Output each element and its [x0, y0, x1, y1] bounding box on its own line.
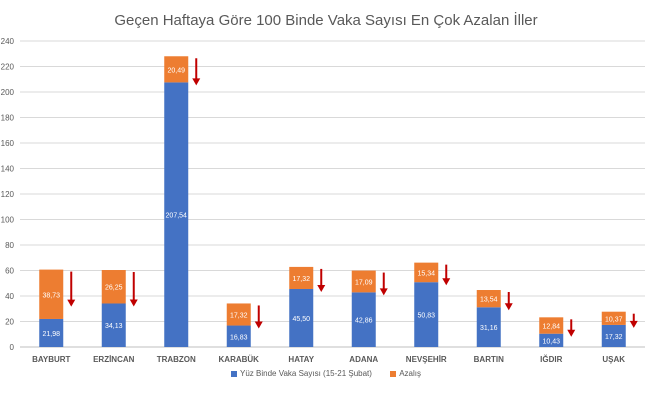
bar-decrease	[101, 270, 126, 304]
bar-cases	[226, 325, 251, 347]
y-tick-label: 180	[1, 114, 15, 123]
y-tick-label: 160	[1, 139, 15, 148]
bar-decrease	[414, 262, 439, 283]
data-label-decrease: 26,25	[105, 285, 123, 292]
bar-cases	[414, 282, 439, 347]
legend-swatch-cases	[231, 370, 238, 377]
x-tick-label: IĞDIR	[540, 355, 562, 364]
bar-cases	[539, 333, 564, 347]
data-label-decrease: 10,37	[605, 316, 623, 323]
data-label-cases: 16,83	[230, 334, 248, 341]
y-tick-label: 100	[1, 216, 15, 225]
legend-label-decrease: Azalış	[399, 369, 421, 378]
data-label-decrease: 20,49	[167, 67, 185, 74]
down-arrow-icon	[254, 321, 263, 329]
x-tick-label: NEVŞEHİR	[406, 355, 447, 364]
y-tick-label: 80	[5, 241, 14, 250]
data-label-cases: 34,13	[105, 323, 123, 330]
bar-cases	[101, 303, 126, 347]
bar-cases	[289, 288, 314, 347]
data-label-decrease: 17,32	[230, 313, 248, 320]
bar-decrease	[351, 270, 376, 293]
y-tick-label: 60	[5, 267, 14, 276]
y-tick-label: 40	[5, 292, 14, 301]
down-arrow-icon	[629, 320, 638, 328]
data-label-cases: 50,83	[417, 313, 435, 320]
x-tick-label: BAYBURT	[32, 355, 70, 364]
data-label-decrease: 17,32	[292, 276, 310, 283]
legend-item-decrease: Azalış	[390, 369, 421, 378]
data-label-cases: 45,50	[292, 316, 310, 323]
down-arrow-icon	[67, 299, 76, 307]
bar-cases	[164, 82, 189, 347]
down-arrow-icon	[192, 78, 201, 86]
data-label-decrease: 38,73	[42, 292, 60, 299]
data-label-cases: 31,16	[480, 325, 498, 332]
down-arrow-icon	[317, 284, 326, 292]
y-tick-label: 220	[1, 63, 15, 72]
data-label-cases: 10,43	[542, 338, 560, 345]
x-tick-label: BARTIN	[474, 355, 504, 364]
down-arrow-icon	[442, 278, 451, 286]
legend-label-cases: Yüz Binde Vaka Sayısı (15-21 Şubat)	[240, 369, 372, 378]
bar-cases	[39, 318, 64, 347]
x-tick-label: ADANA	[349, 355, 378, 364]
bar-decrease	[289, 266, 314, 289]
bar-cases	[351, 292, 376, 347]
bar-decrease	[539, 317, 564, 334]
x-tick-label: ERZİNCAN	[93, 355, 135, 364]
legend-item-cases: Yüz Binde Vaka Sayısı (15-21 Şubat)	[231, 369, 372, 378]
data-label-cases: 17,32	[605, 334, 623, 341]
x-tick-label: TRABZON	[157, 355, 196, 364]
down-arrow-icon	[504, 303, 513, 311]
data-label-decrease: 15,34	[417, 270, 435, 277]
y-tick-label: 240	[1, 37, 15, 46]
down-arrow-icon	[379, 288, 388, 296]
down-arrow-icon	[129, 299, 138, 307]
legend: Yüz Binde Vaka Sayısı (15-21 Şubat) Azal…	[0, 369, 652, 378]
legend-swatch-decrease	[390, 370, 397, 377]
y-tick-label: 0	[10, 343, 15, 352]
data-label-decrease: 13,54	[480, 297, 498, 304]
bar-decrease	[226, 303, 251, 326]
data-label-cases: 207,54	[166, 213, 188, 220]
bar-decrease	[164, 56, 189, 83]
data-label-decrease: 12,84	[542, 324, 560, 331]
chart-title: Geçen Haftaya Göre 100 Binde Vaka Sayısı…	[114, 12, 538, 29]
x-tick-label: HATAY	[288, 355, 314, 364]
y-tick-label: 200	[1, 88, 15, 97]
data-label-cases: 42,86	[355, 318, 373, 325]
bar-cases	[601, 324, 626, 347]
bar-decrease	[39, 269, 64, 319]
y-tick-label: 140	[1, 165, 15, 174]
y-tick-label: 20	[5, 318, 14, 327]
bar-decrease	[601, 311, 626, 325]
x-tick-label: UŞAK	[602, 355, 625, 364]
bar-cases	[476, 307, 501, 347]
y-tick-label: 120	[1, 190, 15, 199]
x-tick-label: KARABÜK	[219, 355, 260, 364]
bar-decrease	[476, 290, 501, 308]
data-label-cases: 21,98	[42, 331, 60, 338]
down-arrow-icon	[567, 329, 576, 337]
data-label-decrease: 17,09	[355, 279, 373, 286]
